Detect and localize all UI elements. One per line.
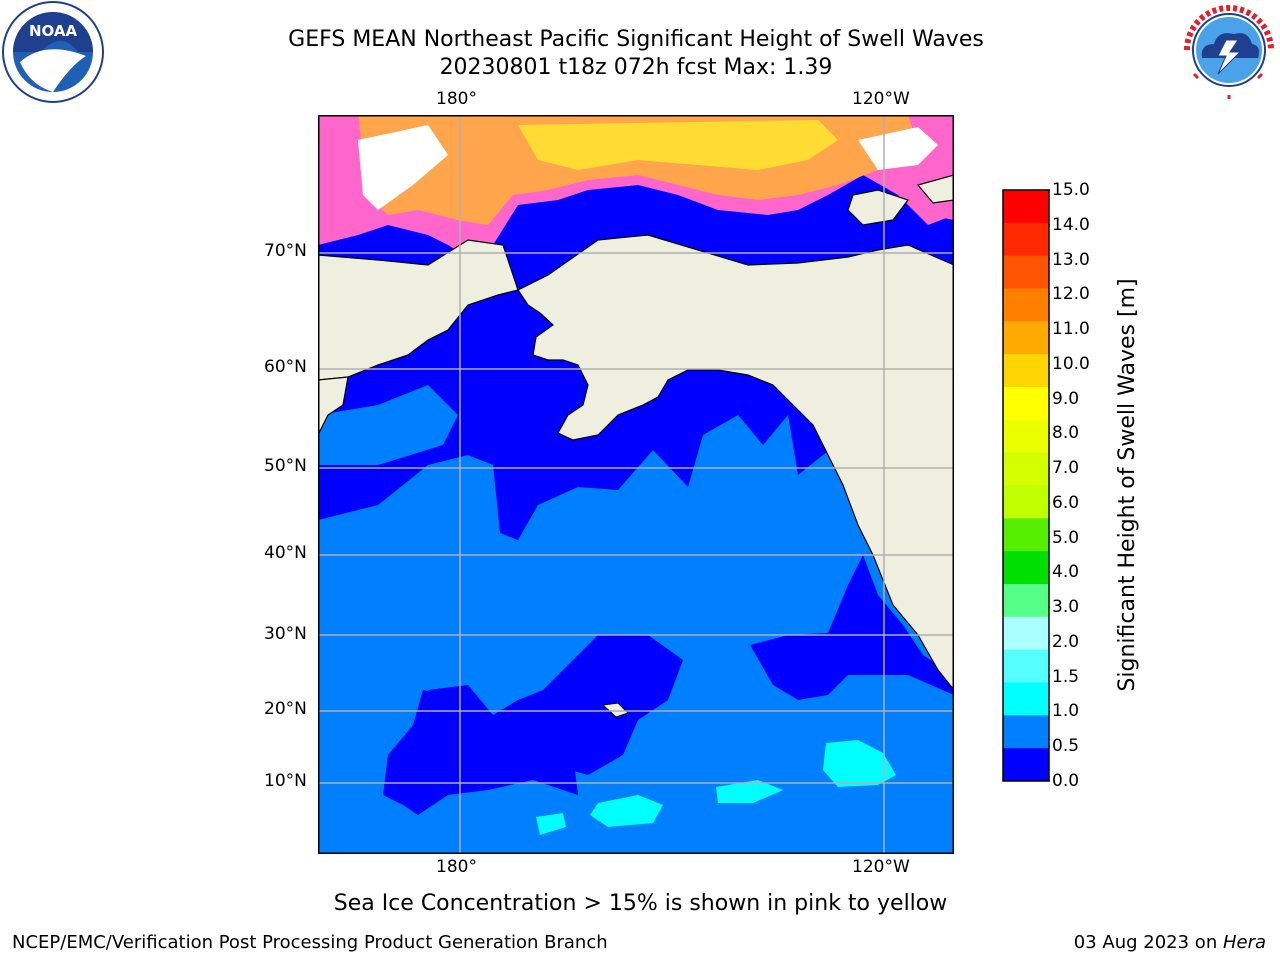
colorbar-segment — [1003, 551, 1049, 585]
colorbar-segment — [1003, 715, 1049, 749]
chart-title: GEFS MEAN Northeast Pacific Significant … — [288, 27, 984, 52]
lat-label-60n: 60°N — [264, 357, 307, 377]
land-asia — [318, 239, 519, 381]
colorbar-segment — [1003, 419, 1049, 454]
land-arctic-island — [847, 189, 909, 226]
colorbar-tick-label: 5.0 — [1052, 527, 1080, 548]
colorbar-frame — [1002, 189, 1050, 782]
lat-label-40n: 40°N — [264, 543, 307, 563]
colorbar-tick-label: 15.0 — [1052, 180, 1090, 200]
footer-credit: NCEP/EMC/Verification Post Processing Pr… — [12, 932, 608, 953]
nws-logo-icon — [1181, 2, 1277, 99]
footer-host: Hera — [1222, 932, 1266, 953]
colorbar — [1002, 189, 1050, 782]
colorbar-tick-label: 2.0 — [1052, 631, 1080, 652]
colorbar-tick-label: 9.0 — [1052, 388, 1080, 409]
sea-ice-caption: Sea Ice Concentration > 15% is shown in … — [333, 891, 948, 916]
lon-label-bottom-180: 180° — [436, 857, 477, 877]
colorbar-segment — [1003, 288, 1049, 322]
colorbar-tick-label: 14.0 — [1052, 214, 1090, 235]
colorbar-segment — [1003, 518, 1049, 552]
noaa-logo-text: NOAA — [29, 22, 78, 40]
colorbar-tick-label: 6.0 — [1052, 492, 1080, 513]
colorbar-tick-label: 0.0 — [1052, 771, 1080, 791]
lat-label-10n: 10°N — [264, 771, 307, 791]
colorbar-tick-label: 10.0 — [1052, 353, 1090, 374]
chart-subtitle: 20230801 t18z 072h fcst Max: 1.39 — [439, 55, 833, 80]
colorbar-tick-label: 11.0 — [1052, 319, 1090, 340]
colorbar-segment — [1003, 584, 1049, 618]
colorbar-tick-label: 13.0 — [1052, 249, 1090, 270]
map-frame — [318, 115, 954, 854]
swell-low-east — [750, 555, 954, 700]
gridlines — [318, 115, 954, 854]
noaa-logo-icon: NOAA — [2, 1, 104, 103]
colorbar-segment — [1003, 616, 1049, 651]
colorbar-segment — [1003, 255, 1049, 289]
lat-label-50n: 50°N — [264, 456, 307, 476]
colorbar-segment — [1003, 321, 1049, 355]
colorbar-tick-label: 1.0 — [1052, 701, 1080, 722]
swell-high-west — [536, 813, 566, 835]
footer-date: 03 Aug 2023 on — [1073, 932, 1223, 953]
colorbar-tick-label: 4.0 — [1052, 562, 1080, 583]
colorbar-title: Significant Height of Swell Waves [m] — [1115, 278, 1140, 692]
sea-ice-yellow — [518, 120, 838, 170]
lon-label-top-120w: 120°W — [852, 89, 910, 109]
colorbar-tick-label: 12.0 — [1052, 284, 1090, 305]
swell-high-mid — [716, 780, 783, 803]
colorbar-segment — [1003, 190, 1049, 224]
land-kamchatka — [318, 376, 349, 436]
colorbar-segment — [1003, 485, 1049, 519]
colorbar-segment — [1003, 649, 1049, 683]
land-north-america — [517, 234, 954, 691]
footer-timestamp: 03 Aug 2023 on Hera — [1074, 932, 1266, 953]
colorbar-tick-label: 3.0 — [1052, 597, 1080, 618]
colorbar-tick-label: 7.0 — [1052, 458, 1080, 479]
lat-label-70n: 70°N — [264, 241, 307, 261]
colorbar-segment — [1003, 222, 1049, 257]
lat-label-20n: 20°N — [264, 699, 307, 719]
swell-high-south — [590, 795, 663, 827]
colorbar-tick-label: 1.5 — [1052, 666, 1080, 687]
swell-low-west — [318, 385, 458, 465]
sea-ice-white-ne — [858, 127, 938, 170]
colorbar-tick-label: 8.0 — [1052, 423, 1080, 444]
lon-label-bottom-120w: 120°W — [852, 857, 910, 877]
lat-label-30n: 30°N — [264, 624, 307, 644]
colorbar-segment — [1003, 682, 1049, 716]
colorbar-segment — [1003, 387, 1049, 421]
sea-ice-white — [358, 125, 448, 210]
map-panel — [318, 115, 954, 854]
colorbar-segment — [1003, 748, 1049, 782]
land-hawaii — [601, 702, 629, 718]
colorbar-segment — [1003, 354, 1049, 388]
colorbar-segment — [1003, 452, 1049, 486]
colorbar-tick-label: 0.5 — [1052, 736, 1080, 757]
lon-label-top-180: 180° — [436, 89, 477, 109]
swell-high-east — [823, 740, 896, 787]
land-arctic-island-2 — [916, 174, 954, 204]
